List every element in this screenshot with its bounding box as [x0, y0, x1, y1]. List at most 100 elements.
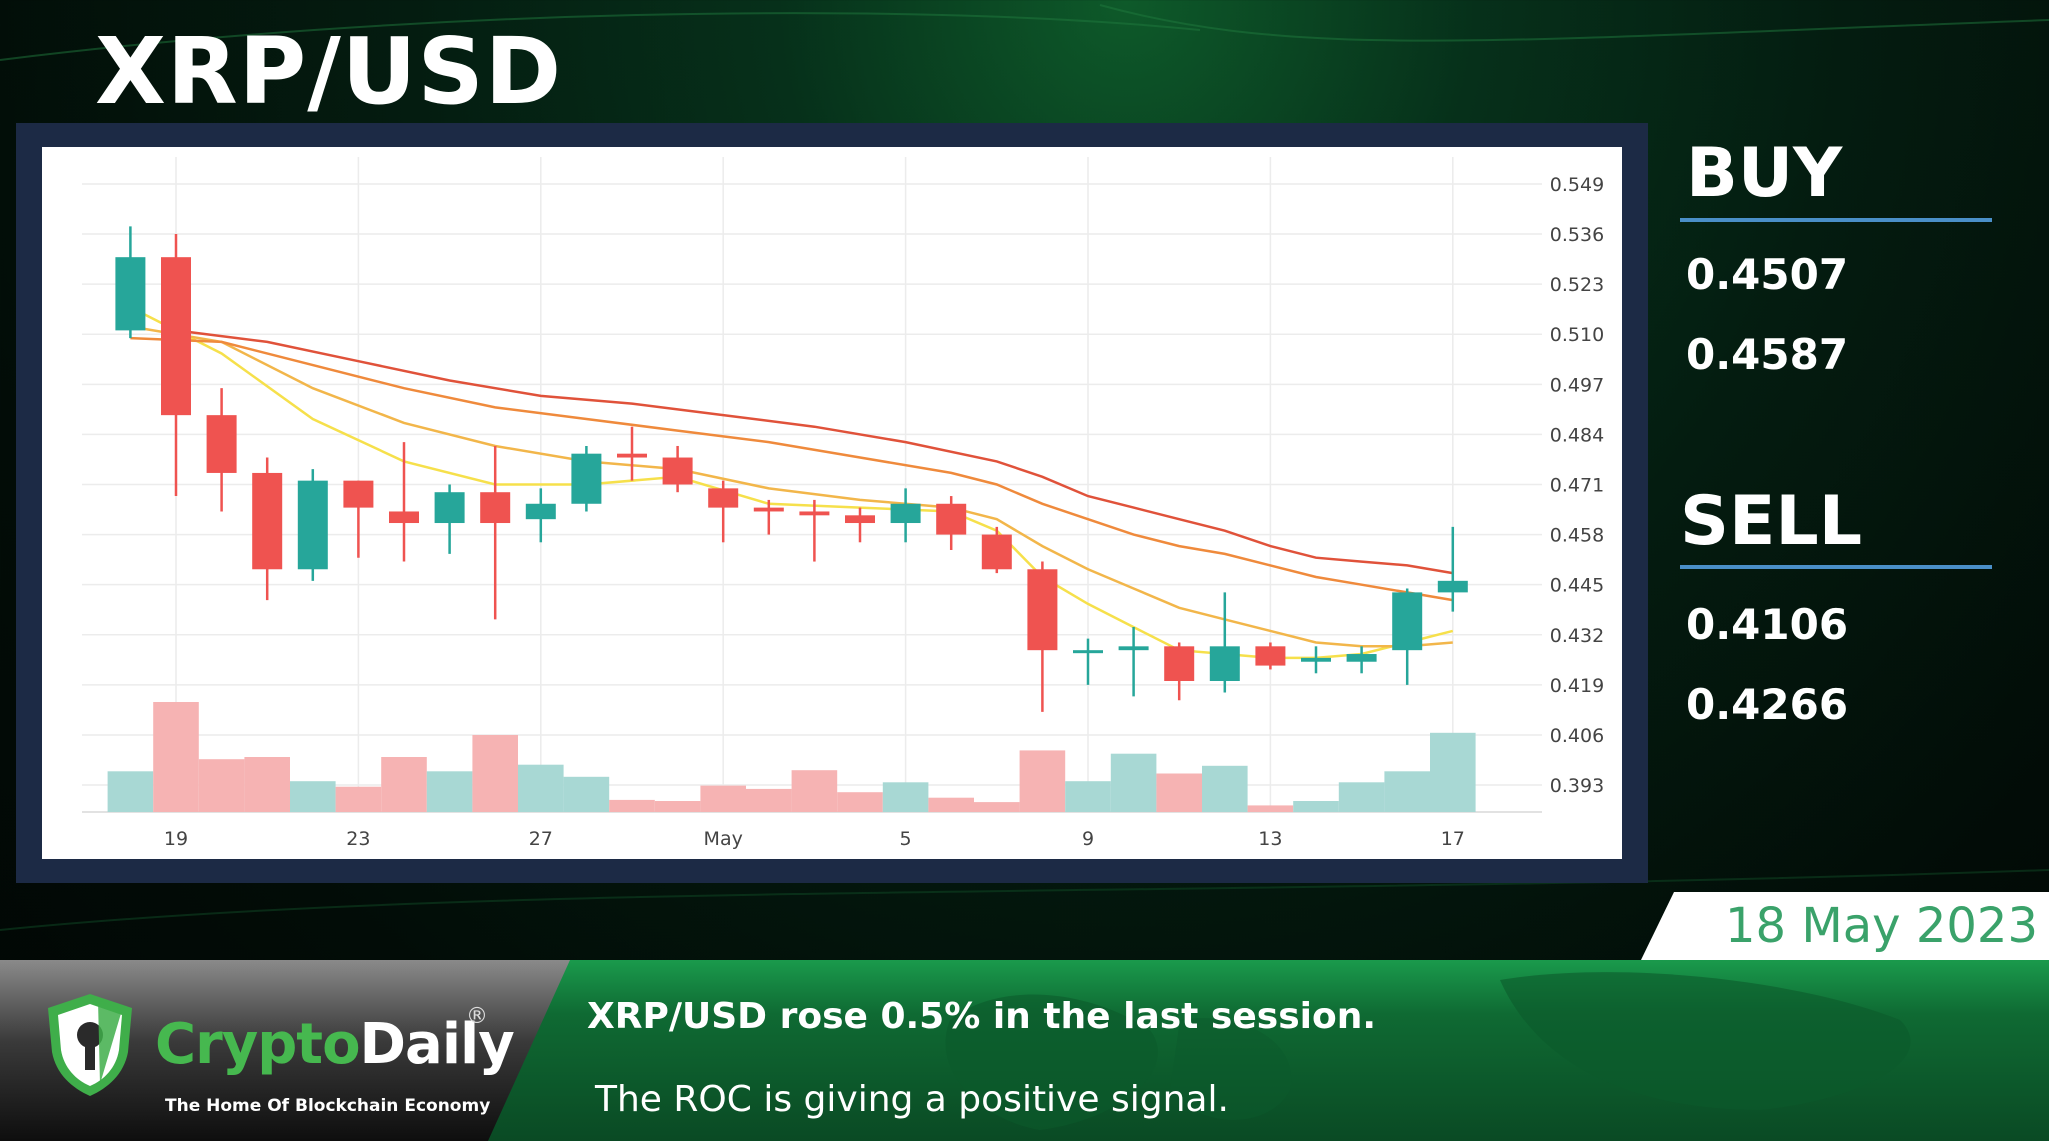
candle-body [1209, 646, 1240, 681]
logo-panel: CryptoDaily ® The Home Of Blockchain Eco… [0, 960, 570, 1141]
y-tick-label: 0.445 [1550, 575, 1604, 597]
moving-average-line [129, 306, 1454, 660]
x-tick-label: 5 [900, 828, 912, 850]
logo-crypto-text: Crypto [155, 1012, 361, 1077]
logo-tagline: The Home Of Blockchain Economy [165, 1096, 491, 1116]
chart-frame: 0.549 0.536 0.523 0.510 0.497 0.484 0.471 0.458… [16, 123, 1648, 883]
y-tick-label: 0.419 [1550, 675, 1604, 697]
volume-bar [654, 801, 701, 812]
candle-body [115, 257, 146, 331]
sell-heading: SELL [1680, 482, 1863, 561]
headline-text: XRP/USD rose 0.5% in the last session. [587, 996, 1376, 1037]
y-tick-label: 0.536 [1550, 224, 1604, 246]
volume-bar [1202, 765, 1248, 812]
candle-body [525, 503, 556, 520]
sell-divider [1680, 565, 1992, 569]
x-tick-label: 9 [1082, 828, 1094, 850]
volume-bar [837, 792, 883, 812]
sell-level-2: 0.4266 [1686, 680, 1849, 729]
x-tick-label: 23 [346, 828, 370, 850]
candle-body [662, 457, 693, 485]
candle-body [252, 472, 283, 570]
volume-bar [244, 757, 290, 812]
buy-heading: BUY [1686, 134, 1843, 213]
buy-level-2: 0.4587 [1686, 330, 1849, 379]
x-tick-label: 19 [164, 828, 188, 850]
candle-body [389, 511, 419, 524]
x-tick-label: May [704, 828, 743, 850]
candle-body [206, 415, 237, 473]
volume-bar [1338, 782, 1385, 812]
volume-bar [928, 797, 974, 812]
y-tick-label: 0.510 [1550, 324, 1604, 346]
volume-bar [1156, 773, 1202, 812]
volume-bar [609, 799, 655, 812]
candle-body [343, 480, 374, 508]
candle-body [434, 492, 465, 524]
volume-bar [974, 802, 1020, 812]
sell-level-1: 0.4106 [1686, 600, 1849, 649]
y-tick-label: 0.549 [1550, 174, 1604, 196]
date-banner: 18 May 2023 [1640, 892, 2049, 962]
y-tick-label: 0.484 [1550, 424, 1604, 446]
x-tick-label: 27 [529, 828, 553, 850]
volume-bar [563, 776, 610, 812]
volume-bar [381, 757, 427, 812]
y-tick-label: 0.393 [1550, 775, 1604, 797]
candle-body [890, 503, 921, 524]
volume-bar [335, 786, 382, 812]
moving-average-line [130, 336, 1454, 602]
moving-average-line [130, 325, 1453, 648]
y-tick-label: 0.471 [1550, 475, 1604, 497]
volume-bar [426, 771, 473, 812]
candle-body [297, 480, 328, 570]
volume-bar [1384, 771, 1430, 812]
volume-bar [107, 771, 154, 812]
buy-divider [1680, 218, 1992, 222]
candle-body [1392, 592, 1423, 651]
candle-body [617, 453, 647, 458]
candle-body [981, 534, 1012, 570]
candle-body [753, 507, 784, 512]
y-tick-label: 0.458 [1550, 525, 1604, 547]
volume-bar [518, 764, 564, 812]
volume-bar [882, 782, 929, 812]
candle-body [936, 503, 967, 535]
volume-bar [791, 770, 838, 812]
x-tick-label: 13 [1258, 828, 1282, 850]
y-tick-label: 0.497 [1550, 374, 1604, 396]
candle-body [1301, 657, 1331, 662]
candle-body [480, 492, 511, 524]
volume-bar [198, 759, 245, 812]
candle-body [708, 488, 739, 508]
volume-bar [290, 781, 336, 812]
candle-body [1437, 580, 1468, 593]
buy-level-1: 0.4507 [1686, 250, 1849, 299]
volume-bar [1065, 781, 1111, 812]
logo-wordmark: CryptoDaily [155, 1012, 515, 1077]
volume-bar [1247, 805, 1294, 812]
candle-body [1255, 646, 1286, 666]
chart-panel: 0.549 0.536 0.523 0.510 0.497 0.484 0.471 0.458… [42, 147, 1622, 859]
moving-average-line [175, 329, 1454, 575]
candle-body [1346, 654, 1377, 662]
volume-bar [700, 785, 746, 812]
y-tick-label: 0.523 [1550, 274, 1604, 296]
candle-body [1027, 569, 1058, 651]
y-tick-label: 0.406 [1550, 725, 1604, 747]
date-label: 18 May 2023 [1725, 898, 2038, 954]
registered-mark: ® [466, 1004, 488, 1029]
x-tick-label: 17 [1441, 828, 1465, 850]
volume-bar [1110, 753, 1157, 812]
volume-bar [1430, 732, 1476, 812]
candle-body [571, 453, 602, 504]
candle-body [1164, 646, 1195, 681]
candle-body [161, 257, 191, 416]
volume-bar [1019, 750, 1066, 812]
y-tick-label: 0.432 [1550, 625, 1604, 647]
shield-logo-icon [48, 994, 132, 1096]
page-title: XRP/USD [95, 18, 563, 125]
candle-body [845, 515, 875, 524]
candle-body [1073, 650, 1103, 654]
footer-bar: CryptoDaily ® The Home Of Blockchain Eco… [0, 960, 2049, 1141]
